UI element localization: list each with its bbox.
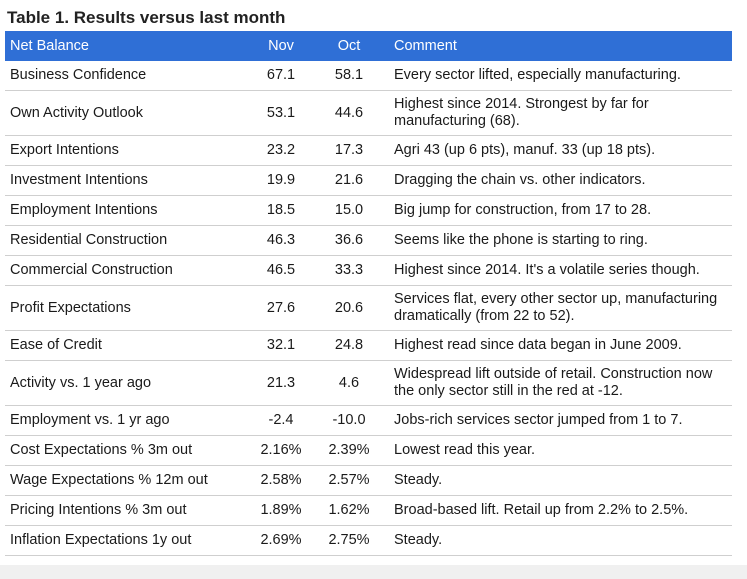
- row-label: Export Intentions: [5, 135, 247, 166]
- row-nov-value: 2.16%: [247, 435, 315, 466]
- document-page: Table 1. Results versus last month Net B…: [5, 0, 735, 556]
- row-oct-value: 36.6: [315, 225, 383, 256]
- table-row: Employment Intentions 18.5 15.0 Big jump fo…: [5, 195, 732, 226]
- row-label: Investment Intentions: [5, 165, 247, 196]
- row-nov-value: -2.4: [247, 405, 315, 436]
- row-comment: Highest since 2014. Strongest by far for…: [383, 90, 732, 136]
- table-row: Employment vs. 1 yr ago -2.4 -10.0 Jobs-ric…: [5, 405, 732, 436]
- row-nov-value: 27.6: [247, 285, 315, 331]
- row-nov-value: 46.3: [247, 225, 315, 256]
- row-label: Cost Expectations % 3m out: [5, 435, 247, 466]
- row-comment: Highest read since data began in June 20…: [383, 330, 732, 361]
- row-oct-value: 15.0: [315, 195, 383, 226]
- header-net-balance: Net Balance: [10, 38, 89, 54]
- row-comment: Widespread lift outside of retail. Const…: [383, 360, 732, 406]
- row-comment: Dragging the chain vs. other indicators.: [383, 165, 732, 196]
- row-oct-value: 44.6: [315, 90, 383, 136]
- row-comment: Steady.: [383, 525, 732, 556]
- page-bottom-strip: [0, 565, 747, 579]
- row-comment: Big jump for construction, from 17 to 28…: [383, 195, 732, 226]
- table-row: Investment Intentions 19.9 21.6 Dragging th…: [5, 165, 732, 196]
- row-label: Profit Expectations: [5, 285, 247, 331]
- row-oct-value: 20.6: [315, 285, 383, 331]
- row-oct-value: 1.62%: [315, 495, 383, 526]
- row-nov-value: 23.2: [247, 135, 315, 166]
- row-nov-value: 2.69%: [247, 525, 315, 556]
- row-oct-value: 2.39%: [315, 435, 383, 466]
- row-comment: Lowest read this year.: [383, 435, 732, 466]
- row-label: Wage Expectations % 12m out: [5, 465, 247, 496]
- row-oct-value: 24.8: [315, 330, 383, 361]
- row-label: Residential Construction: [5, 225, 247, 256]
- row-nov-value: 1.89%: [247, 495, 315, 526]
- row-oct-value: 17.3: [315, 135, 383, 166]
- row-label: Pricing Intentions % 3m out: [5, 495, 247, 526]
- table-row: Pricing Intentions % 3m out 1.89% 1.62% Bro…: [5, 495, 732, 526]
- row-nov-value: 19.9: [247, 165, 315, 196]
- row-oct-value: 58.1: [315, 61, 383, 91]
- row-label: Inflation Expectations 1y out: [5, 525, 247, 556]
- row-nov-value: 2.58%: [247, 465, 315, 496]
- row-label: Business Confidence: [5, 61, 247, 91]
- row-nov-value: 46.5: [247, 255, 315, 286]
- row-label: Commercial Construction: [5, 255, 247, 286]
- table-row: Activity vs. 1 year ago 21.3 4.6 Widespread…: [5, 360, 732, 406]
- results-table: Net Balance Nov Oct Comment Business Con…: [5, 31, 732, 556]
- row-comment: Seems like the phone is starting to ring…: [383, 225, 732, 256]
- row-nov-value: 67.1: [247, 61, 315, 91]
- row-label: Own Activity Outlook: [5, 90, 247, 136]
- table-row: Own Activity Outlook 53.1 44.6 Highest sinc…: [5, 90, 732, 136]
- table-header-row: Net Balance Nov Oct Comment: [5, 31, 732, 61]
- row-comment: Steady.: [383, 465, 732, 496]
- table-row: Profit Expectations 27.6 20.6 Services flat…: [5, 285, 732, 331]
- header-oct: Oct: [337, 38, 361, 54]
- row-nov-value: 32.1: [247, 330, 315, 361]
- header-nov: Nov: [268, 38, 294, 54]
- row-label: Ease of Credit: [5, 330, 247, 361]
- row-oct-value: -10.0: [315, 405, 383, 436]
- row-nov-value: 18.5: [247, 195, 315, 226]
- table-row: Wage Expectations % 12m out 2.58% 2.57% Ste…: [5, 465, 732, 496]
- row-nov-value: 53.1: [247, 90, 315, 136]
- row-label: Employment Intentions: [5, 195, 247, 226]
- row-comment: Agri 43 (up 6 pts), manuf. 33 (up 18 pts…: [383, 135, 732, 166]
- table-row: Inflation Expectations 1y out 2.69% 2.75% S…: [5, 525, 732, 556]
- table-row: Ease of Credit 32.1 24.8 Highest read since…: [5, 330, 732, 361]
- row-nov-value: 21.3: [247, 360, 315, 406]
- row-comment: Jobs-rich services sector jumped from 1 …: [383, 405, 732, 436]
- row-comment: Every sector lifted, especially manufact…: [383, 61, 732, 91]
- table-title: Table 1. Results versus last month: [7, 8, 286, 27]
- row-oct-value: 2.57%: [315, 465, 383, 496]
- row-label: Activity vs. 1 year ago: [5, 360, 247, 406]
- row-oct-value: 4.6: [315, 360, 383, 406]
- header-comment: Comment: [394, 38, 457, 54]
- row-comment: Services flat, every other sector up, ma…: [383, 285, 732, 331]
- row-comment: Broad-based lift. Retail up from 2.2% to…: [383, 495, 732, 526]
- row-label: Employment vs. 1 yr ago: [5, 405, 247, 436]
- table-row: Cost Expectations % 3m out 2.16% 2.39% Lowe…: [5, 435, 732, 466]
- table-row: Export Intentions 23.2 17.3 Agri 43 (up 6 p…: [5, 135, 732, 166]
- table-row: Residential Construction 46.3 36.6 Seems li…: [5, 225, 732, 256]
- table-row: Commercial Construction 46.5 33.3 Highest s…: [5, 255, 732, 286]
- row-oct-value: 21.6: [315, 165, 383, 196]
- row-oct-value: 2.75%: [315, 525, 383, 556]
- row-comment: Highest since 2014. It's a volatile seri…: [383, 255, 732, 286]
- table-body: Business Confidence 67.1 58.1 Every sector …: [5, 61, 732, 556]
- table-row: Business Confidence 67.1 58.1 Every sector …: [5, 61, 732, 91]
- row-oct-value: 33.3: [315, 255, 383, 286]
